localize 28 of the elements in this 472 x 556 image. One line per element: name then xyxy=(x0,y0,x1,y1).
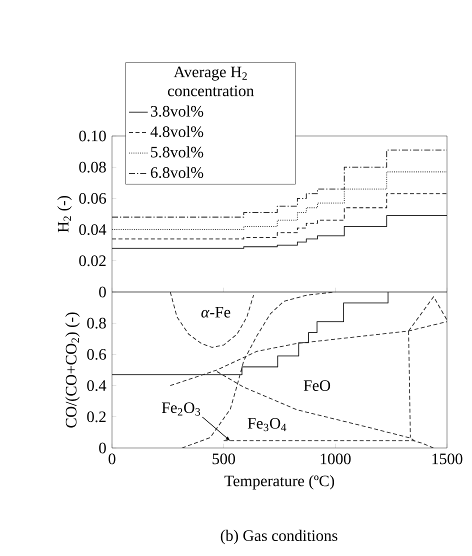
y-tick-label: 0.8 xyxy=(87,318,106,329)
y-tick-label: 0.02 xyxy=(79,255,106,266)
y-tick-label: 0.2 xyxy=(87,411,106,422)
x-tick-label: 1500 xyxy=(432,454,462,464)
annotation: Fe$_{2}$O$_{3}$ xyxy=(162,402,200,416)
legend-label: 3.8vol% xyxy=(150,105,204,117)
y-axis-title: CO/(CO+CO$_{2}$) (-) xyxy=(65,312,80,428)
y-tick-label: 0.4 xyxy=(87,380,106,392)
annotation: FeO xyxy=(304,380,330,391)
x-tick-label: 1000 xyxy=(320,454,351,464)
legend-title: Average H$_{2}$ concentration xyxy=(168,66,254,96)
legend-label: 4.8vol% xyxy=(150,126,204,138)
legend-label: 5.8vol% xyxy=(151,146,204,158)
y-tick-label: 0.04 xyxy=(79,224,106,236)
y-tick-label: 0.06 xyxy=(79,192,106,204)
y-tick-label: 0.10 xyxy=(79,130,106,142)
annotation: Fe$_{3}$O$_{4}$ xyxy=(248,418,286,432)
y-tick-label: 0.6 xyxy=(87,348,106,360)
y-tick-label: 0.08 xyxy=(79,162,106,173)
text: (b) Gas conditions xyxy=(220,530,338,544)
annotation: α-Fe xyxy=(201,306,230,318)
legend-label: 6.8vol% xyxy=(150,166,204,178)
y-tick-label: 0 xyxy=(99,442,106,454)
y-axis-title: H$_{2}$ (-) xyxy=(57,196,72,232)
x-axis-title: Temperature (ºC) xyxy=(224,475,334,490)
x-tick-label: 0 xyxy=(108,454,116,464)
x-tick-label: 500 xyxy=(212,454,236,464)
y-tick-label: 0 xyxy=(99,286,106,298)
